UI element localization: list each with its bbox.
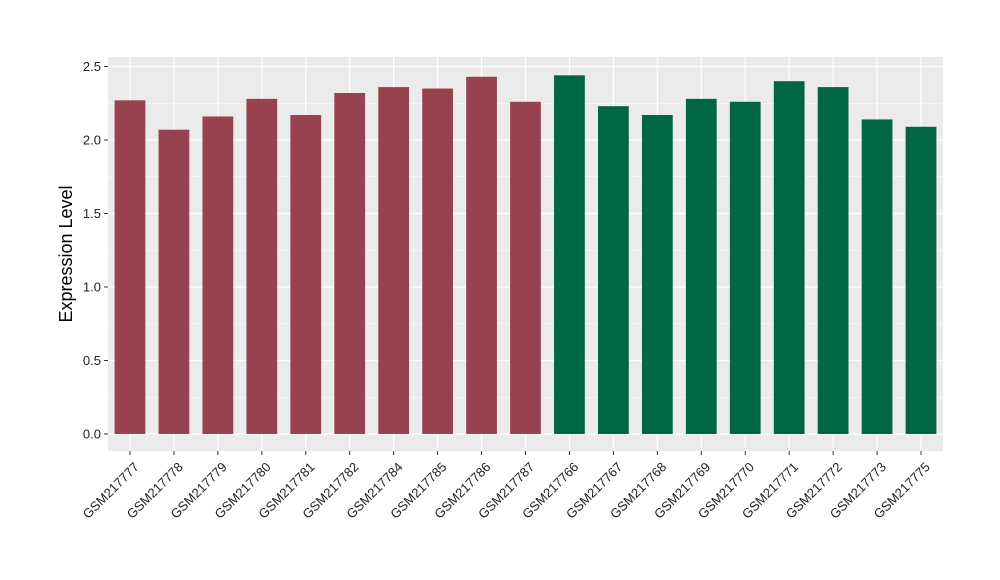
y-tick-label: 2.0 [83, 133, 101, 148]
y-axis-title: Expression Level [56, 185, 76, 322]
y-tick-label: 1.5 [83, 206, 101, 221]
bar-GSM217780 [246, 98, 278, 434]
bar-GSM217768 [641, 115, 673, 434]
bar-GSM217779 [202, 116, 234, 434]
y-axis: 0.0 0.5 1.0 1.5 2.0 2.5 [83, 59, 108, 442]
bar-GSM217786 [466, 76, 497, 434]
bar-GSM217782 [334, 92, 366, 435]
y-tick-label: 0.0 [83, 427, 101, 442]
bar-GSM217772 [817, 87, 849, 434]
bar-GSM217777 [114, 100, 146, 434]
bar-GSM217778 [158, 129, 190, 434]
bar-GSM217766 [554, 75, 585, 434]
bar-GSM217775 [905, 126, 937, 435]
bar-GSM217771 [773, 81, 805, 434]
bar-GSM217787 [510, 101, 541, 434]
y-tick-label: 1.0 [83, 280, 101, 295]
y-tick-label: 2.5 [83, 59, 101, 74]
bar-GSM217784 [378, 87, 410, 434]
bar-GSM217785 [422, 88, 453, 435]
bar-GSM217773 [861, 119, 893, 435]
x-axis: GSM217777GSM217778GSM217779GSM217780GSM2… [80, 451, 933, 522]
bar-GSM217770 [729, 101, 761, 434]
bar-GSM217781 [290, 115, 322, 434]
y-tick-label: 0.5 [83, 353, 101, 368]
bar-GSM217767 [598, 106, 629, 434]
bars [114, 75, 937, 435]
bar-GSM217769 [685, 98, 717, 434]
